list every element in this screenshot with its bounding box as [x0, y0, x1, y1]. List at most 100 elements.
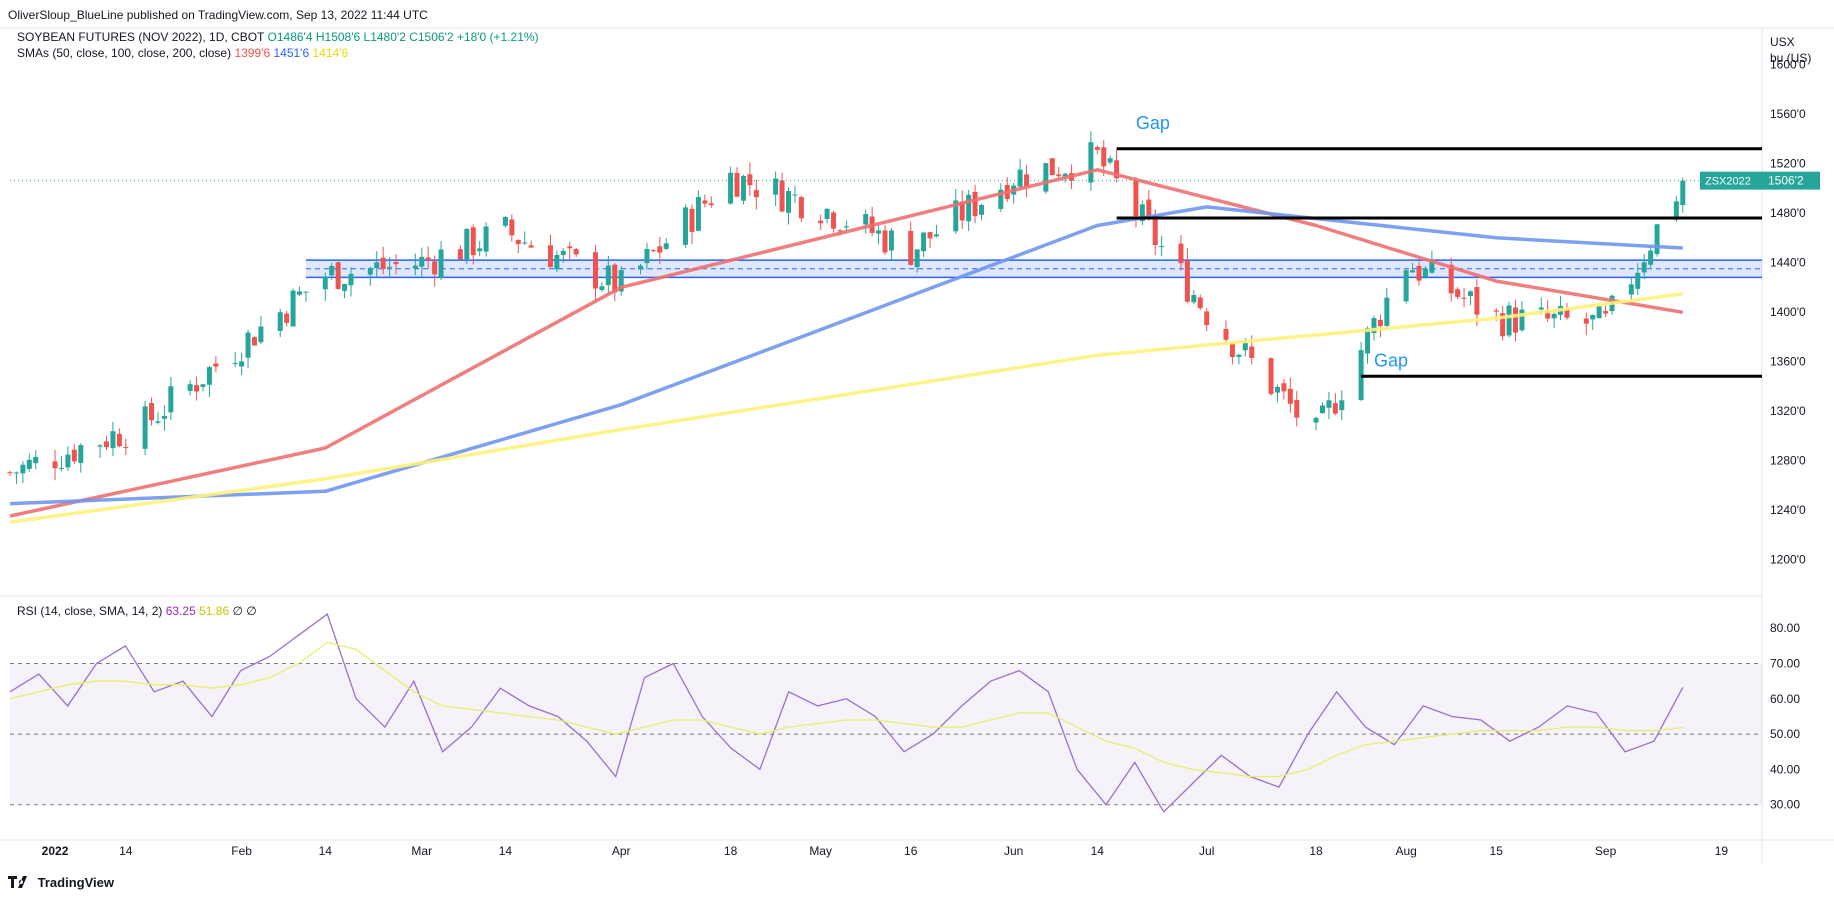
tradingview-footer: TradingView	[8, 875, 114, 891]
candle-body	[470, 227, 476, 256]
price-tick-label: 1400'0	[1770, 305, 1806, 319]
candle-body	[104, 441, 110, 448]
price-tick-label: 1280'0	[1770, 453, 1806, 467]
candle-body	[773, 178, 779, 195]
candle-body	[728, 172, 734, 204]
candle-body	[966, 194, 972, 222]
rsi-legend: RSI (14, close, SMA, 14, 2) 63.25 51.86 …	[17, 604, 257, 618]
candle-body	[605, 265, 611, 286]
sma-label: SMAs (50, close, 100, close, 200, close)	[17, 46, 232, 60]
price-tick-label: 1440'0	[1770, 256, 1806, 270]
candle-body	[1152, 215, 1158, 246]
candle-body	[1274, 386, 1280, 393]
candle-body	[972, 191, 978, 217]
candle-body	[1056, 174, 1062, 177]
price-tick-label: 1320'0	[1770, 404, 1806, 418]
candle-body	[412, 265, 418, 269]
candle-body	[110, 431, 116, 449]
candle-body	[1101, 147, 1107, 167]
candle-body	[161, 415, 167, 419]
time-tick-label: Jun	[1004, 844, 1023, 858]
candle-body	[876, 230, 882, 234]
candle-body	[959, 201, 965, 221]
candle-body	[1133, 180, 1139, 217]
candle-body	[979, 204, 985, 215]
rsi-value: 63.25	[165, 604, 196, 618]
candle-body	[1429, 260, 1435, 273]
sma-line	[9, 168, 1684, 518]
candle-body	[998, 189, 1004, 209]
time-tick-label: 18	[1309, 844, 1323, 858]
candle-body	[303, 291, 309, 293]
candle-body	[953, 200, 959, 232]
candle-body	[573, 249, 579, 255]
candle-body	[1467, 291, 1473, 297]
rsi-extra-2: ∅	[246, 604, 257, 618]
candle-body	[1043, 163, 1049, 192]
candle-body	[747, 174, 753, 186]
candle-body	[1654, 224, 1660, 255]
candle-body	[1139, 204, 1145, 222]
rsi-extra-1: ∅	[232, 604, 243, 618]
candle-body	[702, 200, 708, 204]
open-value: O1486'4	[267, 30, 313, 44]
candle-body	[71, 449, 77, 462]
candle-body	[258, 326, 264, 343]
candle-body	[1513, 307, 1519, 333]
candle-body	[908, 230, 914, 265]
candle-body	[657, 246, 663, 253]
rsi-tick-label: 30.00	[1770, 798, 1800, 812]
candle-body	[1332, 403, 1338, 414]
time-tick-label: Feb	[231, 844, 252, 858]
candle-body	[1049, 158, 1055, 176]
candle-body	[457, 249, 463, 260]
candle-body	[1146, 199, 1152, 218]
time-tick-label: Sep	[1595, 844, 1617, 858]
candle-body	[1551, 313, 1557, 319]
rsi-tick-label: 50.00	[1770, 727, 1800, 741]
candle-body	[26, 459, 32, 469]
candle-body	[123, 447, 129, 449]
candle-body	[618, 270, 624, 292]
candle-body	[515, 239, 521, 245]
sma100-value: 1451'6	[273, 46, 310, 60]
candle-body	[792, 194, 798, 196]
candle-body	[1281, 383, 1287, 392]
candle-body	[1448, 264, 1454, 294]
candle-body	[52, 461, 58, 469]
candle-body	[213, 363, 219, 367]
candle-body	[425, 257, 431, 261]
time-tick-label: 18	[724, 844, 738, 858]
candle-body	[1635, 272, 1641, 289]
candle-body	[20, 464, 26, 474]
candle-body	[232, 362, 238, 364]
rsi-tick-label: 70.00	[1770, 657, 1800, 671]
candle-body	[1422, 268, 1428, 277]
rsi-label: RSI (14, close, SMA, 14, 2)	[17, 604, 163, 618]
candle-body	[1159, 246, 1165, 248]
candle-body	[1371, 318, 1377, 334]
candle-body	[168, 386, 174, 413]
price-tick-label: 1560'0	[1770, 107, 1806, 121]
candle-body	[1673, 201, 1679, 220]
candle-body	[1191, 294, 1197, 303]
candle-body	[1313, 417, 1319, 423]
price-axis-currency: USX	[1770, 35, 1795, 49]
candle-body	[348, 273, 354, 286]
candle-body	[1178, 243, 1184, 264]
candle-body	[464, 228, 470, 260]
candle-body	[1184, 260, 1190, 302]
candle-body	[650, 250, 656, 252]
candle-body	[753, 190, 759, 198]
price-tick-label: 1480'0	[1770, 206, 1806, 220]
candle-body	[387, 266, 393, 268]
candle-body	[1538, 307, 1544, 310]
candle-body	[155, 421, 161, 423]
time-tick-label: Aug	[1395, 844, 1416, 858]
candle-body	[432, 261, 438, 275]
candle-body	[322, 276, 328, 290]
candle-body	[798, 197, 804, 219]
main-legend: SOYBEAN FUTURES (NOV 2022), 1D, CBOT O14…	[17, 30, 539, 44]
rsi-line	[9, 613, 1684, 813]
